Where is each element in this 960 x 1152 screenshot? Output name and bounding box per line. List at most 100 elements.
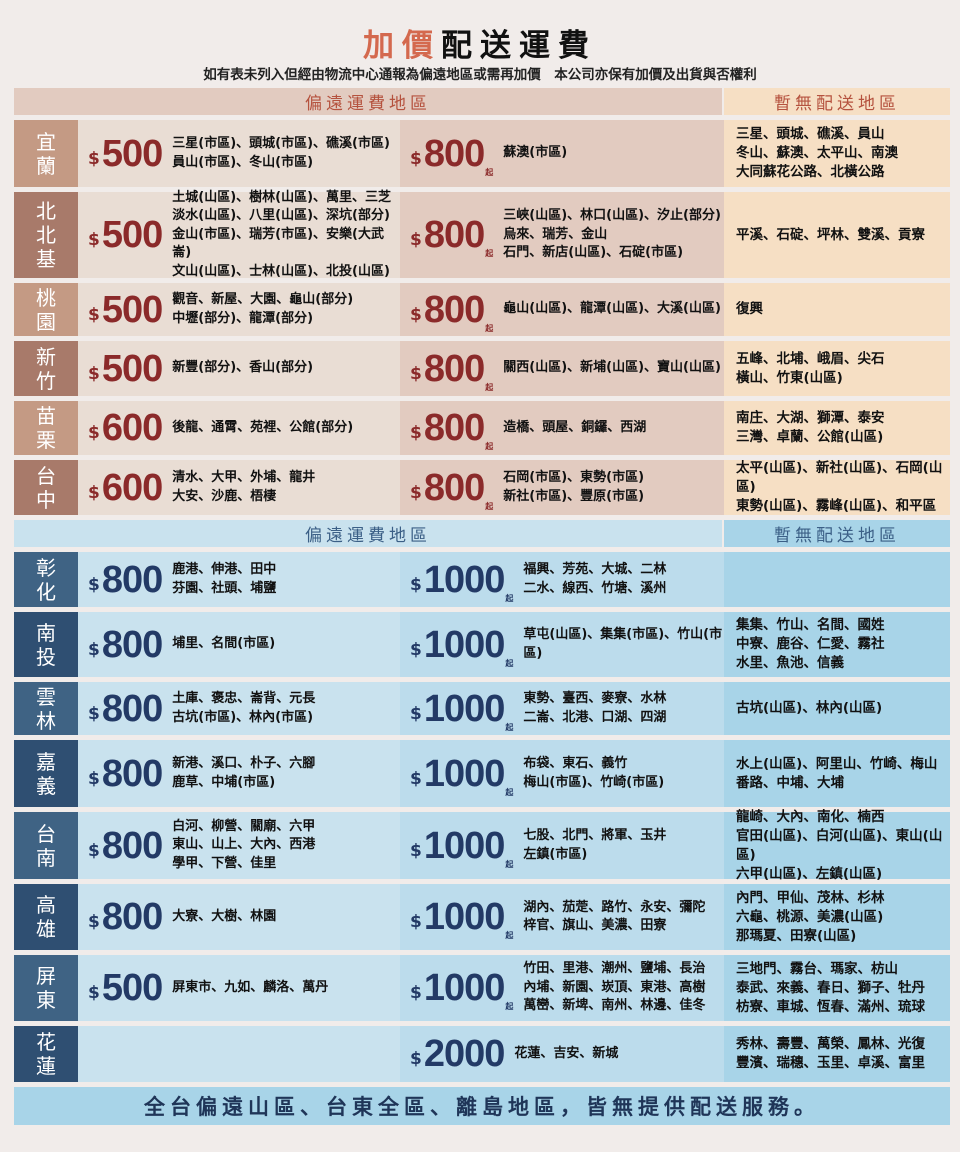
- region-label: 北北基: [14, 192, 78, 278]
- price: $600: [88, 407, 163, 449]
- price-value: 800: [423, 214, 485, 256]
- title-accent: 加價: [363, 28, 441, 64]
- region-label: 嘉義: [14, 740, 78, 807]
- area-list: 屏東市、九如、麟洛、萬丹: [172, 979, 328, 998]
- area-line: 後龍、通霄、苑裡、公館(部分): [172, 419, 354, 435]
- region-name: 南投: [36, 620, 56, 669]
- area-list: 土庫、褒忠、崙背、元長 古坑(市區)、林內(市區): [172, 690, 315, 727]
- price-value: 500: [101, 214, 163, 256]
- footer-notice: 全台偏遠山區、台東全區、離島地區，皆無提供配送服務。: [14, 1087, 950, 1125]
- table-row: 彰化 $800 鹿港、伸港、田中 芬園、社頭、埔鹽 $1000 起福興、芳苑、大城、二林二…: [14, 552, 950, 607]
- price: $500: [88, 349, 163, 389]
- area-list: 花蓮、吉安、新城: [514, 1045, 618, 1064]
- no-delivery-cell: 復興: [724, 283, 950, 336]
- currency-sign: $: [410, 148, 422, 169]
- remote-fee-cell-base: $800 土庫、褒忠、崙背、元長 古坑(市區)、林內(市區): [78, 682, 400, 735]
- price-from-suffix: 起: [485, 382, 494, 392]
- remote-fee-cell-base: $800 鹿港、伸港、田中 芬園、社頭、埔鹽: [78, 552, 400, 607]
- area-list: 東勢、臺西、麥寮、水林 二崙、北港、口湖、四湖: [523, 690, 666, 727]
- no-delivery-cell: 南庄、大湖、獅潭、泰安 三灣、卓蘭、公館(山區): [724, 401, 950, 455]
- page-subtitle: 如有表未列入但經由物流中心通報為偏遠地區或需再加價 本公司亦保有加價及出貨與否權…: [203, 67, 757, 83]
- currency-sign: $: [410, 768, 422, 789]
- currency-sign: $: [88, 363, 100, 384]
- table-row: 高雄 $800 大寮、大樹、林園 $1000 起湖內、茄萣、路竹、永安、彌陀 梓官、旗山、…: [14, 884, 950, 950]
- no-delivery-line: 枋寮、車城、恆春、滿州、琉球: [736, 998, 925, 1015]
- no-delivery-cell: 五峰、北埔、峨眉、尖石 橫山、竹東(山區): [724, 341, 950, 396]
- area-list: 三峽(山區)、林口(山區)、汐止(部分) 烏來、瑞芳、金山 石門、新店(山區)、石碇…: [503, 207, 721, 263]
- area-line: 二崙、北港、口湖、四湖: [523, 709, 667, 725]
- region-name: 屏東: [36, 964, 56, 1012]
- table-row: 花蓮 $2000 花蓮、吉安、新城 秀林、壽豐、萬榮、鳳林、光復 豐濱、瑞穗、玉里、卓溪…: [14, 1026, 950, 1082]
- area-line: 大寮、大樹、林園: [172, 908, 277, 924]
- currency-sign: $: [410, 703, 422, 724]
- currency-sign: $: [410, 983, 422, 1003]
- no-delivery-cell: 水上(山區)、阿里山、竹崎、梅山 番路、中埔、大埔: [724, 740, 950, 807]
- price: $800 起: [410, 288, 493, 333]
- region-label: 宜蘭: [14, 120, 78, 187]
- price-from-suffix: 起: [485, 323, 494, 333]
- area-list: 造橋、頭屋、銅鑼、西湖: [503, 419, 646, 438]
- table-row: 苗栗 $600 後龍、通霄、苑裡、公館(部分) $800 起造橋、頭屋、銅鑼、西湖 南庄、…: [14, 401, 950, 455]
- no-delivery-line: 中寮、鹿谷、仁愛、霧社: [736, 636, 885, 652]
- area-list: 關西(山區)、新埔(山區)、寶山(山區): [503, 359, 721, 378]
- area-line: 花蓮、吉安、新城: [514, 1045, 619, 1061]
- area-line: 布袋、東石、義竹: [523, 756, 628, 771]
- area-list: 觀音、新屋、大園、龜山(部分) 中壢(部分)、龍潭(部分): [172, 291, 353, 328]
- region-label: 新竹: [14, 341, 78, 396]
- area-line: 左鎮(市區): [523, 846, 588, 862]
- price: $800 起: [410, 214, 493, 258]
- no-delivery-line: 六龜、桃源、美濃(山區): [736, 908, 884, 925]
- price-from-suffix: 起: [485, 249, 494, 258]
- region-name: 桃園: [36, 285, 56, 334]
- area-line: 蘇澳(市區): [503, 145, 568, 161]
- price-value: 600: [101, 407, 163, 449]
- area-line: 關西(山區)、新埔(山區)、寶山(山區): [503, 360, 721, 376]
- region-label: 桃園: [14, 283, 78, 336]
- currency-sign: $: [410, 912, 422, 932]
- price-value: 500: [101, 288, 163, 331]
- area-list: 大寮、大樹、林園: [172, 908, 276, 927]
- no-delivery-line: 水上(山區)、阿里山、竹崎、梅山: [736, 755, 938, 772]
- area-line: 芬園、社頭、埔鹽: [172, 580, 277, 596]
- currency-sign: $: [410, 363, 422, 384]
- area-line: 東山、山上、大內、西港: [172, 837, 316, 853]
- area-line: 內埔、新園、崁頂、東港、高樹: [523, 979, 706, 995]
- no-delivery-line: 泰武、來義、春日、獅子、牡丹: [736, 979, 925, 996]
- remote-fee-cell-extra: $800 起蘇澳(市區): [400, 120, 724, 187]
- area-list: 土城(山區)、樹林(山區)、萬里、三芝 淡水(山區)、八里(山區)、深坑(部分) 金…: [172, 189, 400, 282]
- price-value: 800: [423, 288, 485, 331]
- currency-sign: $: [88, 639, 100, 660]
- area-line: 屏東市、九如、麟洛、萬丹: [172, 979, 329, 995]
- title-rest: 配送運費: [441, 28, 597, 64]
- remote-fee-cell-extra: $800 起造橋、頭屋、銅鑼、西湖: [400, 401, 724, 455]
- price: $500: [88, 214, 163, 256]
- no-delivery-line: 三星、頭城、礁溪、員山: [736, 126, 885, 142]
- area-line: 石岡(市區)、東勢(市區): [503, 470, 645, 485]
- price-value: 800: [423, 466, 485, 509]
- region-name: 花蓮: [36, 1030, 56, 1078]
- no-delivery-line: 水里、魚池、信義: [736, 655, 844, 671]
- price-value: 1000: [423, 752, 506, 795]
- price: $2000: [410, 1034, 505, 1074]
- remote-fee-cell-base: $600 清水、大甲、外埔、龍井 大安、沙鹿、梧棲: [78, 460, 400, 515]
- currency-sign: $: [88, 423, 100, 443]
- area-list: 清水、大甲、外埔、龍井 大安、沙鹿、梧棲: [172, 469, 315, 506]
- area-line: 白河、柳營、關廟、六甲: [172, 818, 316, 834]
- area-line: 古坑(市區)、林內(市區): [172, 709, 314, 725]
- price-value: 500: [101, 132, 163, 175]
- area-line: 東勢、臺西、麥寮、水林: [523, 691, 667, 706]
- price: $600: [88, 468, 163, 508]
- price: $800 起: [410, 466, 493, 511]
- remote-fee-cell-base: $600 後龍、通霄、苑裡、公館(部分): [78, 401, 400, 455]
- remote-fee-cell-base: $500 新豐(部分)、香山(部分): [78, 341, 400, 396]
- area-line: 新港、溪口、朴子、六腳: [172, 756, 316, 771]
- table-row: 台中 $600 清水、大甲、外埔、龍井 大安、沙鹿、梧棲 $800 起石岡(市區)、東勢(…: [14, 460, 950, 515]
- region-name: 新竹: [36, 344, 56, 393]
- price: $800: [88, 689, 163, 729]
- area-line: 三星(市區)、頭城(市區)、礁溪(市區): [172, 136, 390, 151]
- no-delivery-line: 大同蘇花公路、北橫公路: [736, 164, 885, 180]
- area-line: 員山(市區)、冬山(市區): [172, 154, 314, 170]
- region-name: 苗栗: [36, 404, 56, 452]
- area-line: 草屯(山區)、集集(市區)、竹山(市區): [523, 627, 723, 661]
